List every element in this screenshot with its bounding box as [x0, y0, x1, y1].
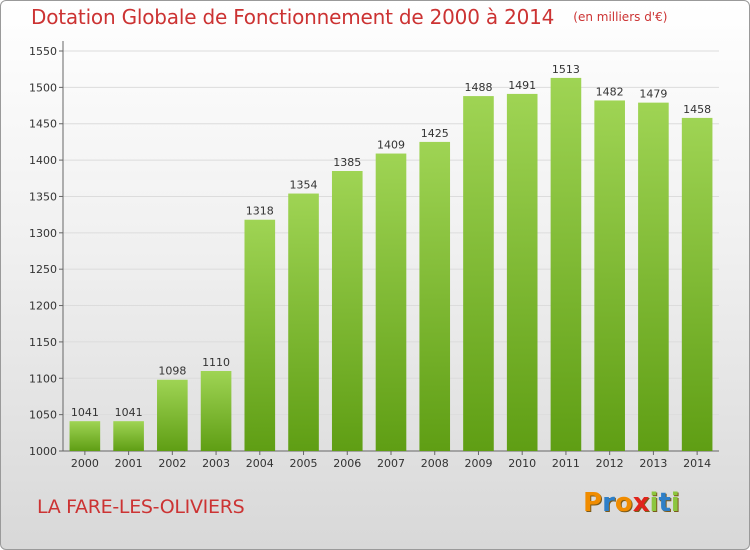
x-tick-label: 2014 [683, 457, 711, 470]
bar-value-label: 1098 [158, 365, 186, 378]
y-tick-label: 1450 [29, 118, 57, 131]
y-tick-label: 1350 [29, 190, 57, 203]
title-row: Dotation Globale de Fonctionnement de 20… [31, 5, 667, 29]
bar [681, 117, 713, 451]
x-tick-label: 2001 [115, 457, 143, 470]
logo-letter: i [670, 488, 680, 518]
chart-title: Dotation Globale de Fonctionnement de 20… [31, 5, 555, 29]
bar [419, 141, 451, 451]
bar [638, 102, 669, 452]
bar [244, 219, 276, 451]
bar [506, 93, 538, 451]
bar [69, 421, 101, 451]
x-tick-label: 2000 [71, 457, 99, 470]
y-tick-label: 1400 [29, 154, 57, 167]
bar-value-label: 1385 [333, 156, 361, 169]
bar-value-label: 1318 [246, 205, 274, 218]
bar-value-label: 1041 [71, 406, 99, 419]
logo-letter: r [602, 488, 615, 518]
logo-letter: x [632, 488, 650, 518]
bar-value-label: 1041 [115, 406, 143, 419]
bar [594, 100, 625, 452]
bar [375, 153, 407, 451]
y-tick-label: 1300 [29, 227, 57, 240]
y-tick-label: 1200 [29, 300, 57, 313]
bar [200, 371, 232, 451]
x-tick-label: 2005 [290, 457, 318, 470]
y-tick-label: 1100 [29, 372, 57, 385]
bar [288, 193, 319, 451]
bar-value-label: 1110 [202, 356, 230, 369]
x-tick-label: 2007 [377, 457, 405, 470]
x-tick-label: 2011 [552, 457, 580, 470]
bar-value-label: 1409 [377, 139, 405, 152]
x-tick-label: 2003 [202, 457, 230, 470]
x-tick-label: 2013 [639, 457, 667, 470]
logo-letter: t [658, 488, 671, 518]
bar [550, 77, 582, 451]
logo-letter: i [649, 488, 659, 518]
y-tick-label: 1150 [29, 336, 57, 349]
x-tick-label: 2012 [596, 457, 624, 470]
proxiti-logo: Proxiti [583, 488, 680, 518]
bar-value-label: 1354 [290, 179, 318, 192]
logo-letter: o [614, 488, 633, 518]
x-tick-label: 2008 [421, 457, 449, 470]
bar-value-label: 1482 [596, 85, 624, 98]
commune-name: LA FARE-LES-OLIVIERS [37, 496, 245, 518]
bars [69, 77, 713, 452]
logo-letter: P [583, 488, 603, 518]
x-tick-label: 2002 [158, 457, 186, 470]
bar [157, 379, 188, 451]
y-tick-label: 1250 [29, 263, 57, 276]
bar-value-label: 1425 [421, 127, 449, 140]
x-tick-label: 2010 [508, 457, 536, 470]
bar [463, 96, 494, 451]
y-tick-label: 1050 [29, 409, 57, 422]
x-tick-label: 2009 [464, 457, 492, 470]
y-tick-label: 1000 [29, 445, 57, 458]
bar [113, 421, 144, 451]
bar-value-label: 1458 [683, 103, 711, 116]
bar [331, 171, 363, 451]
chart-unit: (en milliers d'€) [573, 10, 668, 24]
bar-value-label: 1488 [464, 81, 492, 94]
labels: 1000 1050 1100 1150 1200 1250 1300 1350 1400 1450… [29, 45, 711, 470]
x-tick-label: 2006 [333, 457, 361, 470]
bar-value-label: 1491 [508, 79, 536, 92]
y-tick-label: 1550 [29, 45, 57, 58]
x-tick-label: 2004 [246, 457, 274, 470]
bar-value-label: 1479 [639, 88, 667, 101]
bar-value-label: 1513 [552, 63, 580, 76]
y-tick-label: 1500 [29, 81, 57, 94]
